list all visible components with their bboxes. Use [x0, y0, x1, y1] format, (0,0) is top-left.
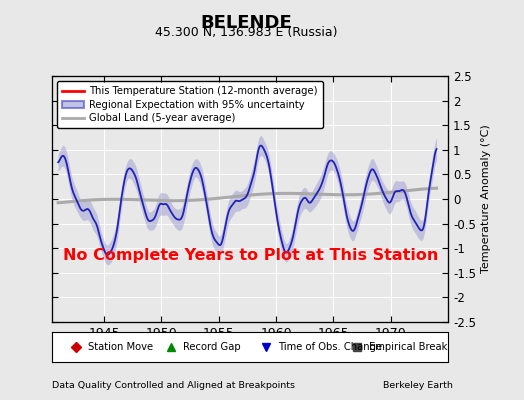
Text: Berkeley Earth: Berkeley Earth [384, 381, 453, 390]
Text: Data Quality Controlled and Aligned at Breakpoints: Data Quality Controlled and Aligned at B… [52, 381, 296, 390]
Text: Station Move: Station Move [88, 342, 153, 352]
Text: BELENDE: BELENDE [200, 14, 292, 32]
Text: 45.300 N, 136.983 E (Russia): 45.300 N, 136.983 E (Russia) [155, 26, 337, 39]
Text: Empirical Break: Empirical Break [369, 342, 447, 352]
Y-axis label: Temperature Anomaly (°C): Temperature Anomaly (°C) [482, 125, 492, 273]
Text: No Complete Years to Plot at This Station: No Complete Years to Plot at This Statio… [62, 248, 438, 263]
Legend: This Temperature Station (12-month average), Regional Expectation with 95% uncer: This Temperature Station (12-month avera… [58, 81, 323, 128]
Text: Time of Obs. Change: Time of Obs. Change [278, 342, 382, 352]
Text: Record Gap: Record Gap [183, 342, 241, 352]
